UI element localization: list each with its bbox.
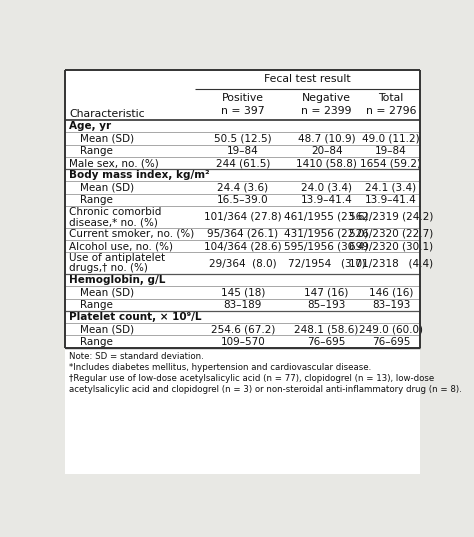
Text: 76–695: 76–695 [372, 337, 410, 347]
Text: 85–193: 85–193 [308, 300, 346, 310]
Text: 24.4 (3.6): 24.4 (3.6) [218, 183, 268, 193]
Text: 48.7 (10.9): 48.7 (10.9) [298, 133, 356, 143]
Text: Body mass index, kg/m²: Body mass index, kg/m² [69, 170, 210, 180]
Text: Range: Range [80, 195, 113, 205]
Text: Mean (SD): Mean (SD) [80, 183, 134, 193]
Text: 76–695: 76–695 [308, 337, 346, 347]
Text: 19–84: 19–84 [227, 146, 259, 156]
Text: Range: Range [80, 300, 113, 310]
Text: 13.9–41.4: 13.9–41.4 [365, 195, 417, 205]
Text: Chronic comorbid: Chronic comorbid [69, 207, 162, 216]
Text: 20–84: 20–84 [311, 146, 342, 156]
Text: 83–189: 83–189 [224, 300, 262, 310]
Text: 83–193: 83–193 [372, 300, 410, 310]
Text: 146 (16): 146 (16) [369, 287, 413, 297]
Text: 244 (61.5): 244 (61.5) [216, 158, 270, 168]
Text: 101/364 (27.8): 101/364 (27.8) [204, 212, 282, 222]
Text: Current smoker, no. (%): Current smoker, no. (%) [69, 229, 194, 239]
Text: Total
n = 2796: Total n = 2796 [366, 93, 416, 115]
Text: drugs,† no. (%): drugs,† no. (%) [69, 264, 148, 273]
Text: 24.1 (3.4): 24.1 (3.4) [365, 183, 417, 193]
Text: 101/2318   (4.4): 101/2318 (4.4) [349, 258, 433, 268]
Text: Note: SD = standard deviation.
*Includes diabetes mellitus, hypertension and car: Note: SD = standard deviation. *Includes… [69, 352, 462, 394]
Text: Negative
n = 2399: Negative n = 2399 [301, 93, 352, 115]
Text: 1654 (59.2): 1654 (59.2) [360, 158, 421, 168]
Text: 145 (18): 145 (18) [221, 287, 265, 297]
Text: Fecal test result: Fecal test result [264, 75, 351, 84]
Text: Mean (SD): Mean (SD) [80, 324, 134, 335]
Text: Hemoglobin, g/L: Hemoglobin, g/L [69, 275, 166, 285]
Text: Male sex, no. (%): Male sex, no. (%) [69, 158, 159, 168]
Text: Mean (SD): Mean (SD) [80, 287, 134, 297]
Text: Platelet count, × 10⁹/L: Platelet count, × 10⁹/L [69, 312, 202, 322]
Text: Range: Range [80, 146, 113, 156]
Text: 248.1 (58.6): 248.1 (58.6) [294, 324, 359, 335]
Text: 49.0 (11.2): 49.0 (11.2) [362, 133, 420, 143]
Text: 109–570: 109–570 [220, 337, 265, 347]
Text: Use of antiplatelet: Use of antiplatelet [69, 253, 165, 263]
Text: 254.6 (67.2): 254.6 (67.2) [211, 324, 275, 335]
Text: 16.5–39.0: 16.5–39.0 [217, 195, 269, 205]
Text: 699/2320 (30.1): 699/2320 (30.1) [349, 241, 433, 251]
Text: Range: Range [80, 337, 113, 347]
Text: 29/364  (8.0): 29/364 (8.0) [209, 258, 277, 268]
Text: 19–84: 19–84 [375, 146, 407, 156]
Text: 431/1956 (22.0): 431/1956 (22.0) [284, 229, 369, 239]
Text: 72/1954   (3.7): 72/1954 (3.7) [288, 258, 365, 268]
Text: Alcohol use, no. (%): Alcohol use, no. (%) [69, 241, 173, 251]
Text: 104/364 (28.6): 104/364 (28.6) [204, 241, 282, 251]
Text: 95/364 (26.1): 95/364 (26.1) [207, 229, 279, 239]
Text: 1410 (58.8): 1410 (58.8) [296, 158, 357, 168]
Text: 24.0 (3.4): 24.0 (3.4) [301, 183, 352, 193]
Text: 249.0 (60.0): 249.0 (60.0) [359, 324, 423, 335]
Text: Positive
n = 397: Positive n = 397 [221, 93, 265, 115]
Text: Mean (SD): Mean (SD) [80, 133, 134, 143]
Text: Age, yr: Age, yr [69, 121, 111, 131]
Text: 595/1956 (30.4): 595/1956 (30.4) [284, 241, 369, 251]
Text: 461/1955 (23.6): 461/1955 (23.6) [284, 212, 369, 222]
Text: Characteristic: Characteristic [69, 108, 145, 119]
Text: 147 (16): 147 (16) [304, 287, 349, 297]
Text: 526/2320 (22.7): 526/2320 (22.7) [349, 229, 433, 239]
Text: 50.5 (12.5): 50.5 (12.5) [214, 133, 272, 143]
Text: 13.9–41.4: 13.9–41.4 [301, 195, 353, 205]
Text: disease,* no. (%): disease,* no. (%) [69, 217, 158, 227]
Text: 562/2319 (24.2): 562/2319 (24.2) [349, 212, 433, 222]
